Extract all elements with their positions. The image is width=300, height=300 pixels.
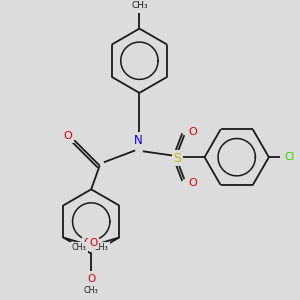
Text: O: O: [188, 178, 197, 188]
Text: S: S: [173, 152, 181, 164]
Text: O: O: [63, 131, 72, 141]
Text: O: O: [87, 274, 95, 284]
Text: CH₃: CH₃: [72, 243, 87, 252]
Text: N: N: [134, 134, 143, 147]
Text: Cl: Cl: [284, 152, 294, 162]
Text: O: O: [89, 238, 98, 248]
Text: CH₃: CH₃: [84, 286, 99, 295]
Text: O: O: [188, 127, 197, 137]
Text: O: O: [84, 238, 92, 248]
Text: CH₃: CH₃: [131, 1, 148, 10]
Text: CH₃: CH₃: [93, 243, 108, 252]
